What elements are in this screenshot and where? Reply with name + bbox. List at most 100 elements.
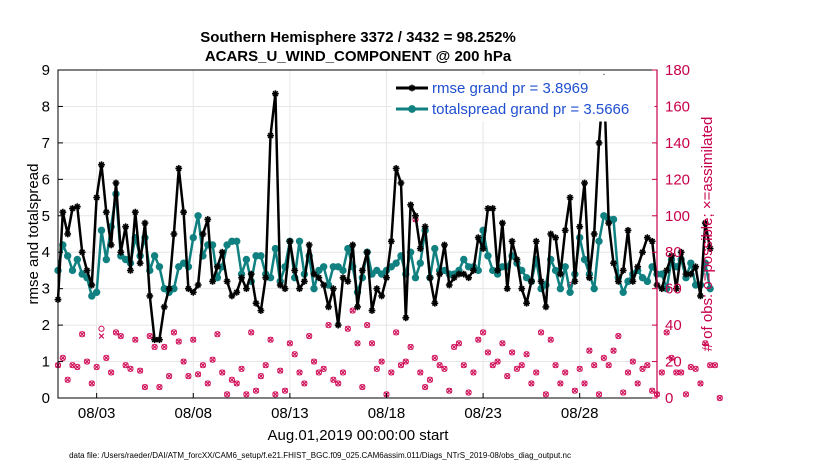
obs-assimilated-point — [707, 362, 713, 369]
obs-possible-point — [219, 369, 226, 376]
x-tick-label: 08/18 — [368, 405, 406, 422]
obs-possible-point — [185, 373, 192, 380]
obs-possible-point — [639, 365, 646, 372]
obs-possible-point — [272, 391, 279, 398]
obs-assimilated-point — [427, 376, 433, 383]
obs-assimilated-point — [364, 322, 370, 328]
obs-assimilated-point — [668, 355, 675, 361]
obs-assimilated-point — [591, 362, 598, 369]
rmse-point — [513, 256, 521, 263]
obs-assimilated-point — [475, 336, 482, 343]
obs-assimilated-point — [620, 389, 627, 396]
rmse-point — [639, 248, 646, 256]
totalspread-point — [377, 270, 386, 278]
rmse-point — [595, 139, 603, 147]
obs-assimilated-point — [272, 391, 279, 398]
obs-assimilated-point — [287, 340, 293, 347]
obs-possible-point — [547, 336, 554, 343]
obs-possible-point — [658, 369, 665, 376]
totalspread-point — [619, 288, 627, 297]
obs-assimilated-point — [311, 358, 317, 365]
y-left-tick-label: 6 — [42, 171, 50, 188]
obs-possible-point — [402, 358, 409, 365]
obs-possible-point — [417, 369, 424, 376]
obs-assimilated-point — [103, 355, 110, 361]
obs-assimilated-point — [301, 380, 308, 387]
obs-possible-point — [137, 367, 144, 374]
rmse-point — [387, 237, 395, 245]
obs-assimilated-point — [572, 387, 578, 394]
y-right-tick-label: 80 — [665, 244, 682, 261]
obs-assimilated-point — [431, 355, 438, 361]
obs-possible-point — [243, 391, 250, 398]
rmse-point — [107, 241, 115, 249]
rmse-point — [175, 165, 183, 172]
totalspread-point — [556, 284, 565, 293]
obs-possible-point — [141, 383, 149, 391]
obs-possible-point — [634, 380, 641, 387]
obs-assimilated-point — [253, 387, 259, 394]
obs-possible-point — [98, 325, 105, 332]
totalspread-point — [194, 212, 202, 220]
obs-possible-point — [330, 376, 337, 383]
legend-totalspread-point — [408, 105, 416, 113]
obs-assimilated-point — [562, 369, 569, 376]
rmse-point — [247, 270, 255, 278]
totalspread-point — [590, 284, 598, 293]
totalspread-point — [373, 266, 381, 275]
obs-possible-point — [325, 322, 332, 329]
obs-assimilated-point — [601, 355, 607, 361]
rmse-point — [445, 281, 453, 289]
rmse-point — [416, 245, 424, 252]
obs-assimilated-point — [127, 366, 134, 372]
obs-possible-point — [663, 329, 670, 336]
obs-possible-point — [576, 365, 583, 372]
obs-possible-point — [595, 391, 603, 398]
obs-assimilated-point — [451, 344, 457, 350]
obs-possible-point — [615, 332, 622, 340]
rmse-point — [204, 216, 212, 223]
obs-possible-point — [335, 380, 342, 387]
obs-assimilated-point — [460, 362, 467, 369]
obs-assimilated-point — [716, 395, 723, 401]
obs-assimilated-point — [64, 376, 71, 383]
obs-possible-point — [586, 347, 593, 354]
rmse-point — [276, 281, 284, 289]
totalspread-point — [295, 237, 304, 245]
rmse-point — [325, 303, 332, 311]
rmse-point — [682, 270, 690, 278]
obs-possible-point — [470, 369, 477, 376]
rmse-point — [518, 285, 526, 293]
obs-possible-point — [397, 362, 405, 369]
rmse-point — [426, 274, 434, 282]
obs-assimilated-point — [180, 358, 187, 365]
rmse-point — [556, 270, 564, 278]
totalspread-point — [97, 226, 106, 235]
rmse-point — [257, 307, 265, 314]
rmse-point — [576, 223, 584, 231]
legend: rmse grand pr = 3.8969 totalspread grand… — [391, 74, 655, 122]
obs-assimilated-point — [634, 380, 641, 387]
legend-rmse-point — [408, 84, 416, 92]
obs-possible-point — [204, 380, 211, 387]
totalspread-point — [189, 233, 197, 242]
obs-assimilated-point — [69, 362, 76, 369]
obs-possible-point — [407, 343, 414, 351]
y-left-tick-label: 5 — [42, 208, 50, 225]
obs-assimilated-point — [697, 380, 704, 387]
obs-possible-point — [156, 383, 163, 391]
obs-possible-point — [455, 340, 463, 347]
rmse-point — [329, 285, 337, 293]
obs-possible-point — [112, 329, 120, 336]
obs-assimilated-point — [581, 380, 588, 387]
obs-possible-point — [446, 387, 453, 394]
obs-assimilated-point — [325, 322, 332, 328]
rmse-point — [566, 194, 574, 201]
rmse-point — [59, 208, 67, 216]
obs-possible-point — [310, 358, 318, 365]
rmse-point — [479, 245, 487, 252]
totalspread-point — [339, 266, 347, 275]
rmse-point — [450, 274, 458, 282]
obs-possible-point — [552, 362, 559, 369]
